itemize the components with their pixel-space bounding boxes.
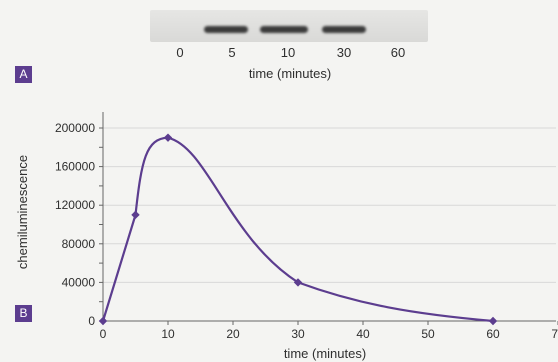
lane-label-10: 10 <box>280 45 296 60</box>
y-tick-label: 200000 <box>55 121 95 135</box>
y-tick-label: 80000 <box>62 237 96 251</box>
lane-label-30: 30 <box>336 45 352 60</box>
x-tick-label: 40 <box>356 327 370 341</box>
data-point-30 <box>293 278 303 287</box>
x-tick-label: 10 <box>161 327 175 341</box>
x-axis-title: time (minutes) <box>284 346 366 361</box>
lane-label-0: 0 <box>176 45 184 60</box>
chart-axes <box>102 112 556 322</box>
lane-label-5: 5 <box>228 45 236 60</box>
data-point-5 <box>131 210 140 220</box>
data-point-60 <box>488 316 498 326</box>
data-point-10 <box>163 133 173 142</box>
x-tick-label: 20 <box>226 327 240 341</box>
x-tick-label: 50 <box>421 327 435 341</box>
x-tick-label: 70 <box>551 327 558 341</box>
blot-band-10 <box>260 26 308 33</box>
x-tick-label: 30 <box>291 327 305 341</box>
blot-axis-label: time (minutes) <box>248 66 332 81</box>
series-markers <box>98 133 498 326</box>
y-tick-label: 0 <box>88 314 95 328</box>
blot-lane-labels: 0 5 10 30 60 <box>0 45 558 61</box>
chart-grid <box>103 127 556 283</box>
blot-band-5 <box>204 26 248 33</box>
y-tick-label: 40000 <box>62 275 96 289</box>
lane-label-60: 60 <box>390 45 406 60</box>
western-blot-image <box>150 10 428 42</box>
panel-label-a: A <box>15 66 32 83</box>
y-tick-label: 120000 <box>55 198 95 212</box>
y-axis-ticks: 0 40000 80000 120000 160000 200000 <box>55 121 103 328</box>
blot-band-30 <box>322 26 366 33</box>
series-line <box>101 136 494 323</box>
y-tick-label: 160000 <box>55 160 95 174</box>
x-axis-ticks: 0 10 20 30 40 50 60 70 <box>100 321 558 341</box>
panel-label-b: B <box>15 305 32 322</box>
data-point-0 <box>98 316 108 326</box>
x-tick-label: 60 <box>486 327 500 341</box>
x-tick-label: 0 <box>100 327 107 341</box>
y-axis-title: chemiluminescence <box>15 155 30 269</box>
